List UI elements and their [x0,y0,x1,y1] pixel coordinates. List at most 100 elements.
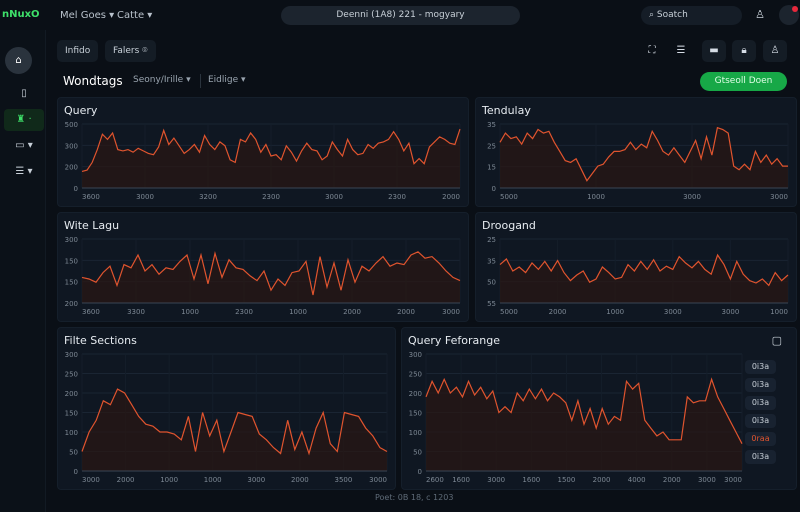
info-button[interactable]: Infido [57,40,99,62]
user-icon[interactable]: ♙ [763,40,787,62]
book-icon[interactable]: ▯ [21,88,27,99]
x-tick-label: 5000 [500,308,518,316]
line-chart: 0 200 300 500 3600 3000 3200 2300 3000 2300 2000 [65,121,461,201]
x-tick-label: 1000 [160,476,178,484]
x-tick-label: 1600 [522,476,540,484]
x-tick-label: 1500 [558,476,576,484]
search-input[interactable]: ⌕ Soatch [641,6,742,25]
series-area [500,255,788,303]
app-logo[interactable]: nNuxO [2,9,40,20]
series-area [500,127,788,188]
legend-chip[interactable]: 0i3a [745,414,776,428]
filters-button[interactable]: Falers ⌾ [105,40,156,62]
copy-icon[interactable]: ▢ [771,334,782,347]
expand-icon[interactable]: ⛶ [648,45,656,56]
y-tick-label: 0 [418,468,422,476]
y-tick-label: 50 [69,449,78,457]
y-tick-label: 100 [65,429,78,437]
y-tick-label: 200 [65,390,78,398]
x-tick-label: 1000 [770,308,788,316]
primary-button[interactable]: Gtseoll Doen [700,72,787,91]
x-tick-label: 4000 [628,476,646,484]
filter-dropdown[interactable]: Seony/Irille ▾ [133,75,191,85]
series-line [499,253,789,287]
x-tick-label: 3000 [664,308,682,316]
home-icon[interactable]: ⌂ [5,47,32,74]
lock-icon[interactable]: 🔒︎ [732,40,756,62]
legend-chip[interactable]: 0i3a [745,360,776,374]
x-tick-label: 1000 [606,308,624,316]
filter-dropdown[interactable]: Eidlige ▾ [208,75,246,85]
x-tick-label: 2600 [426,476,444,484]
y-tick-label: 250 [65,371,78,379]
y-tick-label: 200 [65,300,78,308]
y-tick-label: 200 [65,164,78,172]
chart-icon[interactable]: ▭ ▾ [15,140,33,151]
x-tick-label: 2000 [593,476,611,484]
x-tick-label: 3000 [724,476,742,484]
x-tick-label: 3000 [698,476,716,484]
y-tick-label: 25 [487,142,496,150]
list-icon[interactable]: ☰ ▾ [15,166,33,177]
y-tick-label: 250 [409,371,422,379]
menu-goes[interactable]: Mel Goes ▾ [60,10,115,21]
series-area [82,251,460,303]
y-tick-label: 150 [65,257,78,265]
series-line [81,251,461,296]
y-tick-label: 100 [409,429,422,437]
y-tick-label: 0 [74,468,78,476]
chart-panel-query-perf: Query Feforange 0 50 100 150 200 250 300 2600 160… [401,327,797,490]
x-tick-label: 1600 [452,476,470,484]
legend-chip[interactable]: 0i3a [745,450,776,464]
search-icon: ⌕ [649,10,657,20]
line-chart: 200 150 150 300 3600 3300 1000 2300 1000 2000 2000… [65,236,461,316]
page-title: Wondtags [63,74,123,88]
legend-chip[interactable]: 0i3a [745,378,776,392]
y-tick-label: 300 [65,236,78,244]
y-tick-label: 15 [487,164,496,172]
x-tick-label: 2000 [397,308,415,316]
y-tick-label: 150 [409,410,422,418]
avatar[interactable] [779,5,799,25]
folder-icon[interactable]: ▬ [702,40,726,62]
x-tick-label: 3000 [82,476,100,484]
legend-chip[interactable]: 0i3a [745,396,776,410]
menu-catte[interactable]: Catte ▾ [117,10,153,21]
chart-panel-wite: Wite Lagu 200 150 150 300 3600 3300 1000 2300 100… [57,212,469,322]
x-tick-label: 3000 [325,193,343,201]
y-tick-label: 50 [413,449,422,457]
chart-panel-query: Query 0 200 300 500 3600 3000 3200 2300 3000 2300 2… [57,97,469,207]
divider [200,74,201,88]
series-line [81,128,461,172]
x-tick-label: 3500 [335,476,353,484]
line-chart: 0 15 25 35 5000 1000 3000 3000 [487,121,789,201]
line-chart: 0 50 100 150 200 250 300 2600 1600 3000 1600 1500 20… [409,351,743,484]
x-tick-label: 2300 [388,193,406,201]
y-tick-label: 50 [487,279,496,287]
series-area [82,129,460,188]
title-bar[interactable]: Deenni (1A8) 221 - mogyary [281,6,520,25]
x-tick-label: 2000 [442,193,460,201]
y-tick-label: 300 [409,351,422,359]
y-tick-label: 25 [487,236,496,244]
x-tick-label: 1000 [587,193,605,201]
line-chart: 55 50 35 25 5000 2000 1000 3000 3000 1000 [487,236,789,316]
y-tick-label: 55 [487,300,496,308]
y-tick-label: 300 [65,142,78,150]
sidebar-item-active[interactable]: ♜ · [4,109,44,131]
x-tick-label: 3200 [199,193,217,201]
x-tick-label: 2000 [549,308,567,316]
x-tick-label: 5000 [500,193,518,201]
x-tick-label: 3000 [770,193,788,201]
x-tick-label: 3000 [487,476,505,484]
series-line [499,126,788,182]
x-tick-label: 2000 [117,476,135,484]
list-view-icon[interactable]: ☰ [676,45,686,56]
y-tick-label: 300 [65,351,78,359]
x-tick-label: 1000 [289,308,307,316]
user-icon[interactable]: ♙ [755,8,765,21]
series-line [81,388,388,456]
x-tick-label: 2000 [663,476,681,484]
y-tick-label: 500 [65,121,78,129]
legend-chip[interactable]: 0raa [745,432,776,446]
